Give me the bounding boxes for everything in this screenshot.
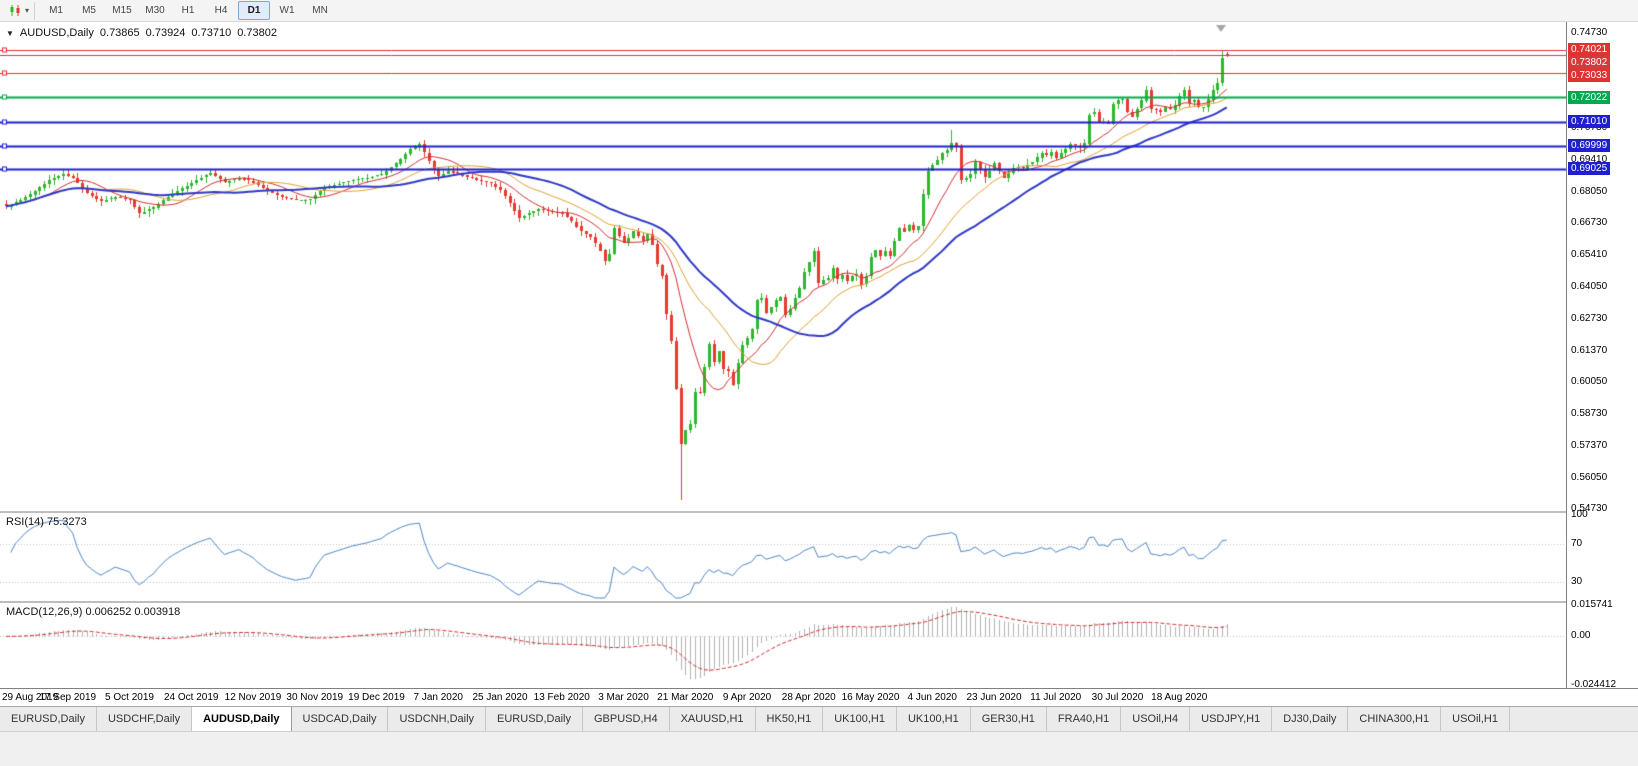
macd-indicator-label: MACD(12,26,9) 0.006252 0.003918 <box>6 606 181 618</box>
date-axis-label: 17 Sep 2019 <box>39 692 97 703</box>
chart-tab-usdchf-daily[interactable]: USDCHF,Daily <box>97 707 193 731</box>
rsi-axis-label: 100 <box>1571 509 1588 520</box>
price-axis-label: 0.60050 <box>1571 376 1608 388</box>
ohlc-open: 0.73865 <box>99 27 140 39</box>
chart-tab-fra40-h1[interactable]: FRA40,H1 <box>1047 707 1122 731</box>
macd-axis-label: 0.00 <box>1571 630 1591 642</box>
timeframe-button-m5[interactable]: M5 <box>82 5 96 16</box>
timeframe-toolbar: ▾ M1 M5 M15 M30 H1 H4 D1 W1 MN <box>0 0 1638 22</box>
price-axis[interactable]: 0.747300.734100.707300.694100.680500.667… <box>1566 22 1638 690</box>
price-axis-label: 0.64050 <box>1571 281 1608 293</box>
date-axis-label: 19 Dec 2019 <box>348 692 405 703</box>
rsi-axis-label: 70 <box>1571 537 1583 549</box>
chart-tab-uk100-h1[interactable]: UK100,H1 <box>823 707 897 731</box>
chart-menu-icon[interactable]: ▼ <box>6 28 14 38</box>
date-axis-label: 28 Apr 2020 <box>781 692 836 703</box>
panel-separator[interactable] <box>0 601 1638 603</box>
ohlc-high: 0.73924 <box>145 27 186 39</box>
timeframe-button-w1[interactable]: W1 <box>279 5 295 16</box>
ohlc-low: 0.73710 <box>191 27 232 39</box>
chart-tab-usdjpy-h1[interactable]: USDJPY,H1 <box>1190 707 1273 731</box>
symbol-label: AUDUSD,Daily <box>19 27 94 39</box>
date-axis-label: 23 Jun 2020 <box>966 692 1022 703</box>
chart-tab-xauusd-h1[interactable]: XAUUSD,H1 <box>670 707 756 731</box>
chart-tab-usoil-h1[interactable]: USOil,H1 <box>1441 707 1510 731</box>
price-axis-label: 0.61370 <box>1571 344 1608 356</box>
macd-axis-label: 0.015741 <box>1571 599 1613 610</box>
price-axis-label: 0.66730 <box>1571 217 1608 229</box>
date-axis-label: 12 Nov 2019 <box>224 692 282 703</box>
level-price-tag: 0.72022 <box>1568 90 1611 104</box>
date-axis[interactable]: 29 Aug 2019 17 Sep 2019 5 Oct 2019 24 Oct 2… <box>0 688 1638 706</box>
date-axis-label: 4 Jun 2020 <box>907 692 958 703</box>
main-chart-canvas[interactable] <box>0 22 1566 511</box>
chart-tab-usdcnh-daily[interactable]: USDCNH,Daily <box>388 707 487 731</box>
chart-tab-audusd-daily[interactable]: AUDUSD,Daily <box>192 707 292 731</box>
date-axis-label: 5 Oct 2019 <box>105 692 154 703</box>
timeframe-button-m1[interactable]: M1 <box>49 5 63 16</box>
timeframe-button-mn[interactable]: MN <box>312 5 328 16</box>
timeframe-button-h4[interactable]: H4 <box>214 5 228 16</box>
date-axis-label: 13 Feb 2020 <box>533 692 590 703</box>
date-axis-label: 24 Oct 2019 <box>164 692 219 703</box>
date-axis-label: 11 Jul 2020 <box>1030 692 1082 703</box>
level-price-tag: 0.69025 <box>1568 162 1611 176</box>
price-axis-label: 0.62730 <box>1571 312 1608 324</box>
rsi-panel-canvas[interactable] <box>0 513 1566 601</box>
candlestick-chart-icon <box>10 5 20 16</box>
chart-tab-uk100-h1[interactable]: UK100,H1 <box>897 707 971 731</box>
price-axis-label: 0.56050 <box>1571 471 1608 483</box>
chevron-down-icon: ▾ <box>25 6 30 15</box>
price-axis-label: 0.58730 <box>1571 407 1608 419</box>
date-axis-label: 30 Nov 2019 <box>286 692 344 703</box>
chart-tab-usdcad-daily[interactable]: USDCAD,Daily <box>292 707 389 731</box>
date-axis-label: 7 Jan 2020 <box>413 692 464 703</box>
timeframe-button-m30[interactable]: M30 <box>145 5 165 16</box>
date-axis-label: 25 Jan 2020 <box>472 692 528 703</box>
chart-tab-gbpusd-h4[interactable]: GBPUSD,H4 <box>583 707 670 731</box>
chart-tabs-bar: EURUSD,Daily USDCHF,Daily AUDUSD,Daily USDC… <box>0 706 1638 731</box>
macd-axis-label: -0.024412 <box>1571 679 1617 690</box>
price-axis-label: 0.69410 <box>1571 153 1608 165</box>
rsi-axis-label: 30 <box>1571 575 1583 587</box>
level-price-tag: 0.69999 <box>1568 139 1611 153</box>
rsi-indicator-label: RSI(14) 75.3273 <box>6 516 87 528</box>
chart-tab-hk50-h1[interactable]: HK50,H1 <box>756 707 824 731</box>
level-price-tag: 0.74021 <box>1568 43 1611 57</box>
date-axis-label: 30 Jul 2020 <box>1091 692 1144 703</box>
timeframe-button-m15[interactable]: M15 <box>112 5 132 16</box>
price-axis-label: 0.68050 <box>1571 185 1608 197</box>
chart-tab-usoil-h4[interactable]: USOil,H4 <box>1121 707 1191 731</box>
timeframe-button-h1[interactable]: H1 <box>181 5 195 16</box>
macd-panel-canvas[interactable] <box>0 603 1566 688</box>
chart-title: ▼ AUDUSD,Daily 0.73865 0.73924 0.73710 0… <box>6 27 277 39</box>
date-axis-label: 3 Mar 2020 <box>598 692 649 703</box>
price-axis-label: 0.57370 <box>1571 440 1608 452</box>
date-axis-label: 18 Aug 2020 <box>1151 692 1208 703</box>
level-price-tag: 0.73033 <box>1568 69 1611 83</box>
bid-price-tag: 0.73802 <box>1568 56 1611 70</box>
chart-tab-eurusd-daily[interactable]: EURUSD,Daily <box>0 707 97 731</box>
level-price-tag: 0.71010 <box>1568 115 1611 129</box>
date-axis-label: 21 Mar 2020 <box>657 692 714 703</box>
panel-separator[interactable] <box>0 511 1638 513</box>
chart-tab-eurusd-daily[interactable]: EURUSD,Daily <box>486 707 583 731</box>
status-bar <box>0 731 1638 766</box>
price-axis-label: 0.65410 <box>1571 248 1608 260</box>
date-axis-label: 9 Apr 2020 <box>722 692 772 703</box>
price-axis-label: 0.54730 <box>1571 503 1608 514</box>
timeframe-buttons: M1 M5 M15 M30 H1 H4 D1 W1 MN <box>40 1 337 20</box>
chart-tab-dj30-daily[interactable]: DJ30,Daily <box>1272 707 1349 731</box>
chart-tab-china300-h1[interactable]: CHINA300,H1 <box>1348 707 1442 731</box>
price-axis-label: 0.74730 <box>1571 27 1608 38</box>
timeframe-button-d1[interactable]: D1 <box>238 1 271 20</box>
ohlc-close: 0.73802 <box>237 27 277 39</box>
chart-type-button[interactable]: ▾ <box>4 1 36 20</box>
chart-tab-ger30-h1[interactable]: GER30,H1 <box>971 707 1047 731</box>
date-axis-label: 16 May 2020 <box>841 692 900 703</box>
date-axis-label: 29 Aug 2019 <box>2 692 59 703</box>
